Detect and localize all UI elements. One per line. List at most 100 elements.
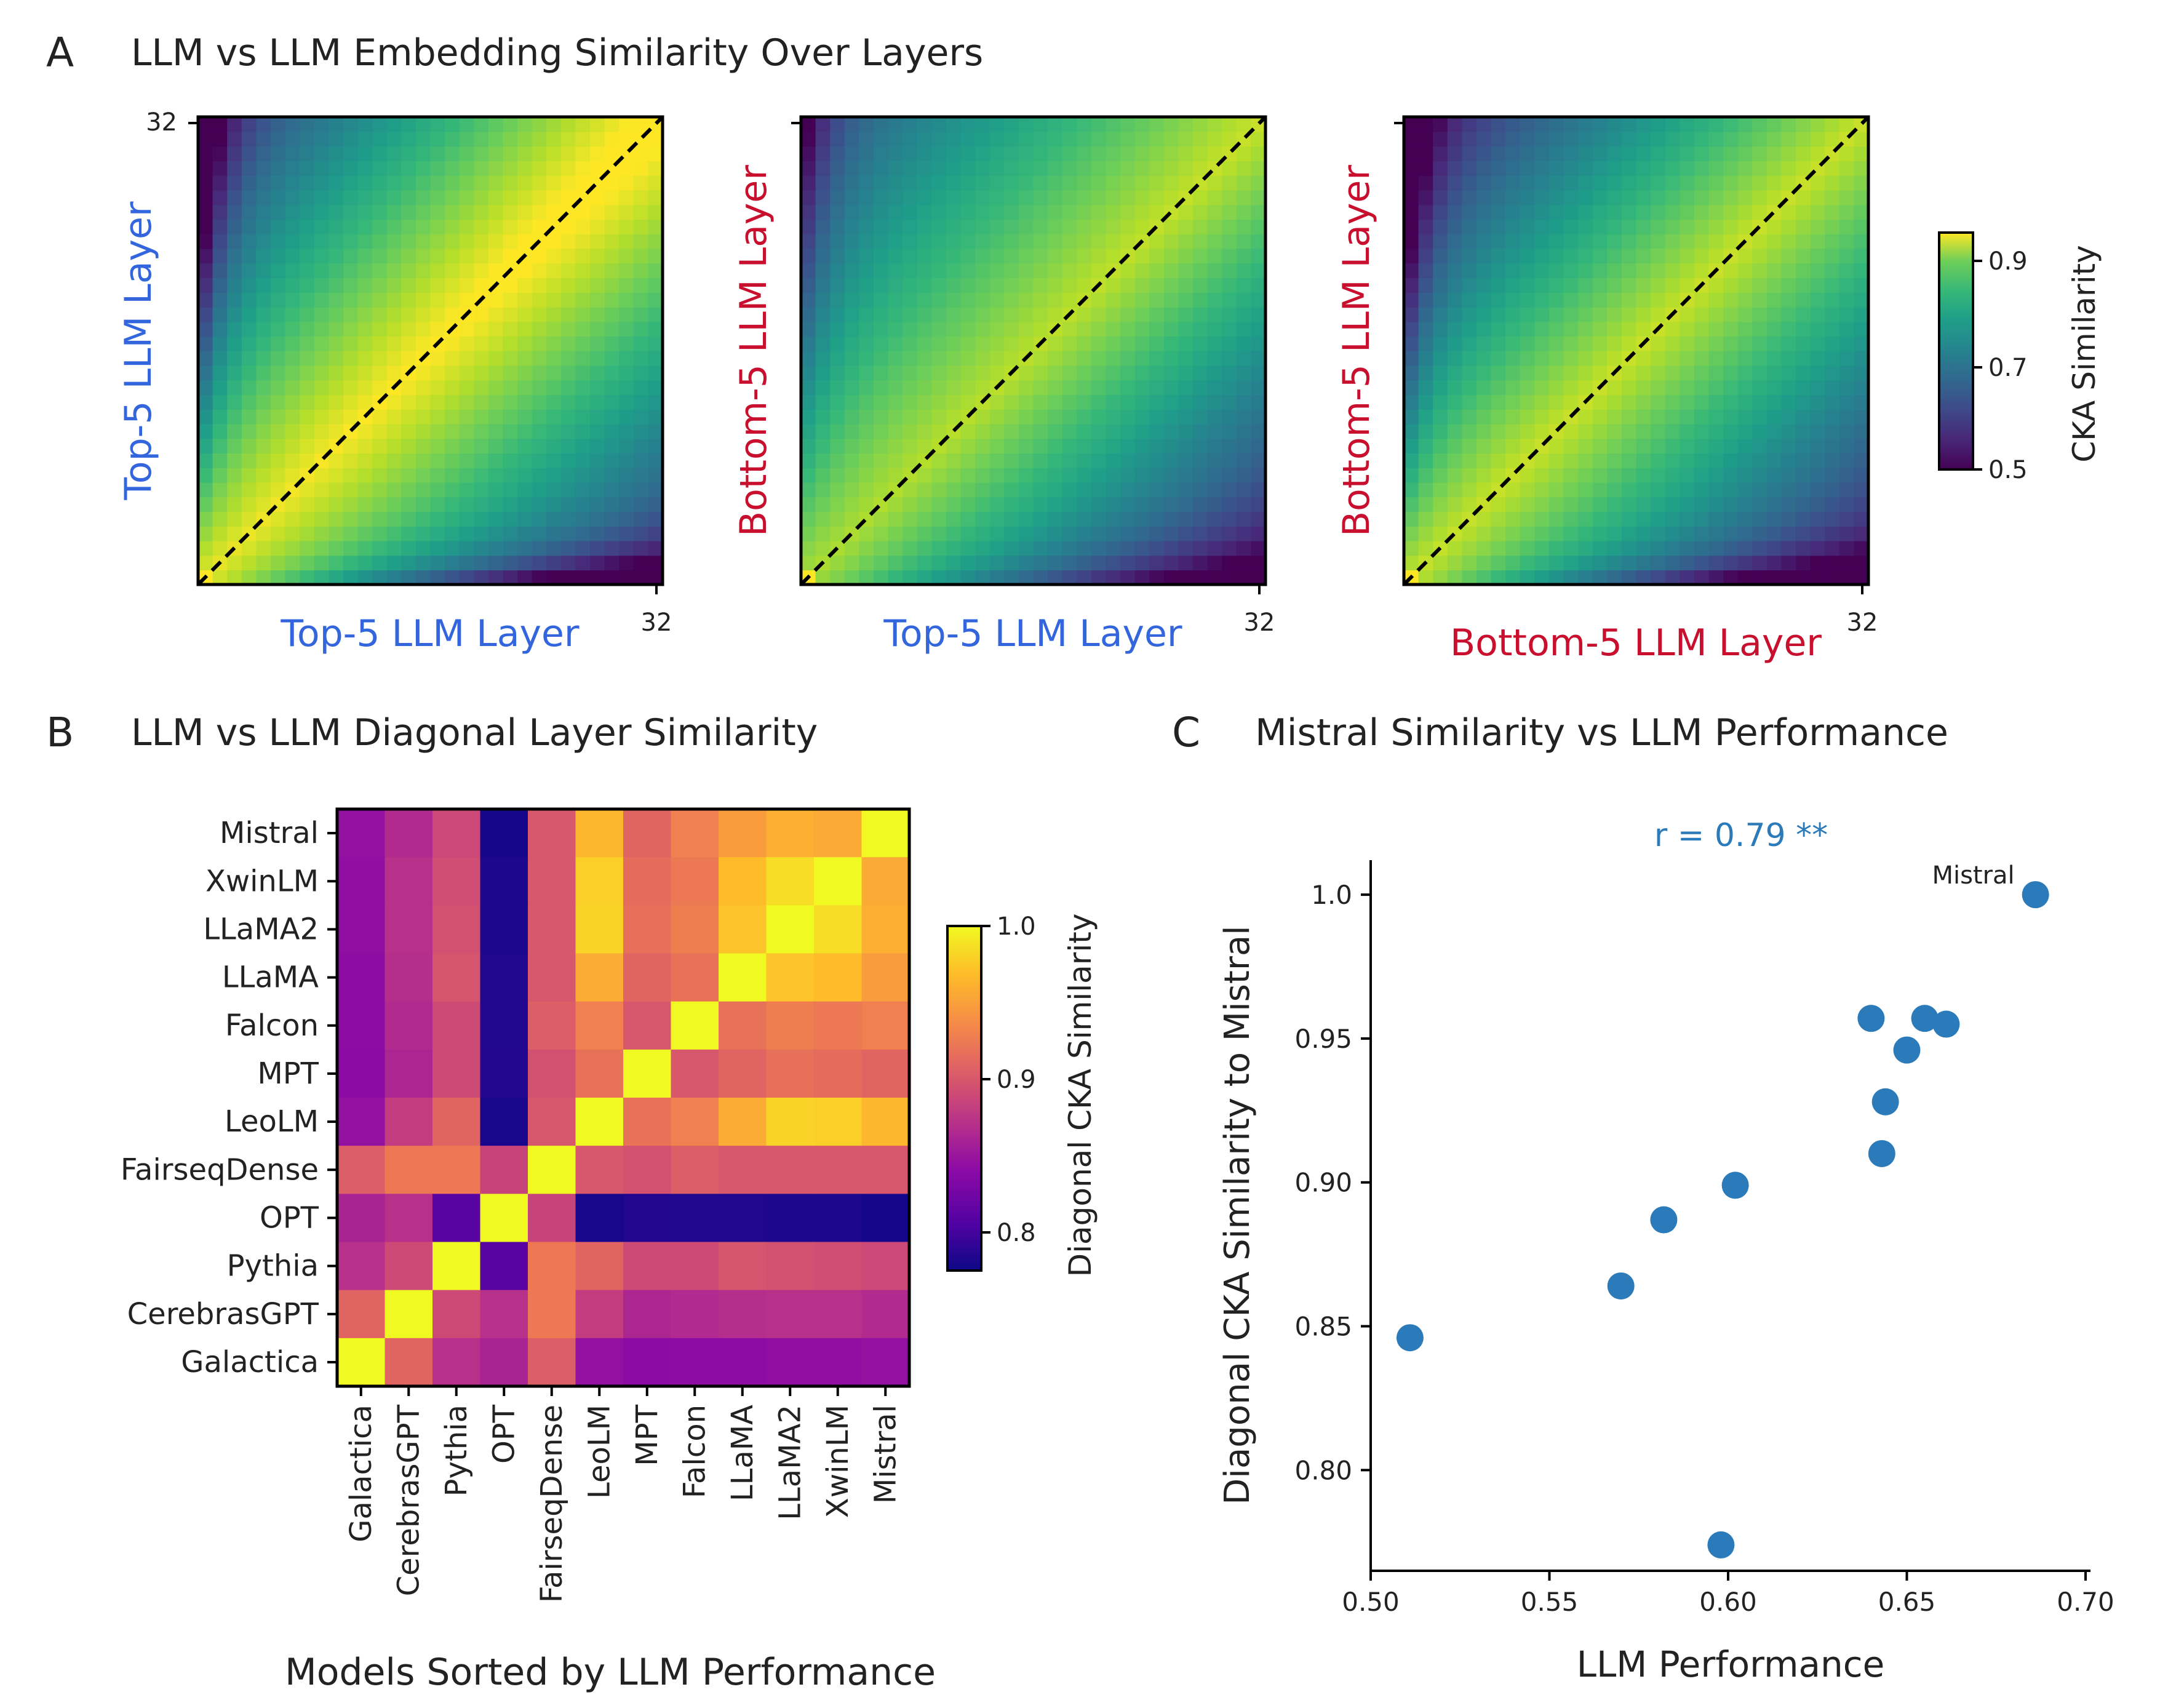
heatmap-cell	[386, 365, 402, 381]
heatmap-cell	[1796, 263, 1811, 279]
heatmap-cell	[1491, 497, 1506, 513]
heatmap-cell	[1077, 468, 1092, 483]
heatmap-cell	[1091, 540, 1107, 556]
heatmap-cell	[1178, 423, 1194, 439]
heatmap-cell	[546, 540, 562, 556]
heatmap-cell	[212, 336, 228, 351]
heatmap-cell	[1004, 453, 1019, 468]
heatmap-cell	[1091, 365, 1107, 381]
heatmap-cell	[815, 423, 831, 439]
heatmap-cell	[1178, 263, 1194, 279]
matrix-cell	[861, 1290, 910, 1339]
heatmap-cell	[1091, 468, 1107, 483]
heatmap-cell	[1222, 409, 1237, 425]
heatmap-cell	[241, 394, 257, 410]
heatmap-cell	[1607, 351, 1622, 366]
heatmap-cell	[1447, 292, 1463, 308]
heatmap-cell	[1134, 117, 1150, 132]
heatmap-cell	[1462, 306, 1477, 322]
heatmap-cell	[844, 321, 860, 337]
heatmap-cell	[415, 497, 431, 513]
heatmap-cell	[590, 555, 605, 571]
heatmap-cell	[1222, 292, 1237, 308]
heatmap-cell	[1418, 131, 1433, 147]
heatmap-cell	[1651, 190, 1666, 206]
heatmap-cell	[815, 394, 831, 410]
heatmap-cell	[1447, 409, 1463, 425]
heatmap-cell	[1491, 248, 1506, 264]
heatmap-cell	[1106, 351, 1121, 366]
heatmap-cell	[1091, 234, 1107, 249]
heatmap-cell	[989, 234, 1005, 249]
heatmap-cell	[474, 131, 489, 147]
heatmap-cell	[931, 248, 947, 264]
heatmap-cell	[1433, 394, 1448, 410]
heatmap-cell	[314, 219, 330, 234]
heatmap-cell	[888, 570, 903, 585]
heatmap-cell	[633, 219, 649, 234]
heatmap-cell	[1854, 292, 1869, 308]
heatmap-cell	[372, 336, 388, 351]
heatmap-cell	[474, 438, 489, 454]
colorbar-diagonal-gradient	[946, 925, 982, 1272]
heatmap-cell	[1251, 219, 1266, 234]
heatmap-cell	[1491, 306, 1506, 322]
heatmap-cell	[1505, 540, 1521, 556]
heatmap-cell	[604, 190, 620, 206]
heatmap-cell	[1462, 453, 1477, 468]
heatmap-cell	[1694, 409, 1710, 425]
heatmap-bottom-bottom-xtick-label: 32	[1847, 609, 1878, 637]
heatmap-cell	[1651, 555, 1666, 571]
heatmap-cell	[1752, 175, 1767, 191]
heatmap-cell	[1447, 555, 1463, 571]
heatmap-cell	[575, 161, 591, 176]
heatmap-cell	[1193, 497, 1208, 513]
heatmap-cell	[256, 555, 271, 571]
heatmap-cell	[1781, 526, 1796, 541]
heatmap-cell	[575, 570, 591, 585]
heatmap-cell	[546, 263, 562, 279]
heatmap-cell	[1766, 380, 1782, 396]
heatmap-cell	[844, 131, 860, 147]
heatmap-cell	[1534, 161, 1550, 176]
heatmap-cell	[801, 117, 816, 132]
heatmap-cell	[488, 540, 504, 556]
heatmap-cell	[212, 380, 228, 396]
matrix-cell	[385, 953, 433, 1002]
heatmap-cell	[256, 146, 271, 162]
heatmap-cell	[1723, 292, 1739, 308]
heatmap-cell	[859, 190, 874, 206]
heatmap-cell	[1178, 277, 1194, 293]
heatmap-cell	[532, 306, 548, 322]
heatmap-cell	[532, 511, 548, 527]
heatmap-cell	[1766, 351, 1782, 366]
heatmap-cell	[1520, 482, 1536, 498]
matrix-cell	[528, 1242, 576, 1291]
heatmap-cell	[1004, 409, 1019, 425]
heatmap-cell	[517, 146, 533, 162]
heatmap-cell	[1592, 234, 1608, 249]
heatmap-cell	[314, 438, 330, 454]
heatmap-cell	[815, 306, 831, 322]
heatmap-cell	[917, 540, 933, 556]
heatmap-cell	[314, 555, 330, 571]
heatmap-cell	[931, 190, 947, 206]
heatmap-cell	[1106, 423, 1121, 439]
heatmap-cell	[372, 292, 388, 308]
heatmap-cell	[343, 175, 359, 191]
heatmap-cell	[844, 423, 860, 439]
heatmap-cell	[459, 146, 475, 162]
heatmap-cell	[1491, 161, 1506, 176]
heatmap-cell	[1491, 570, 1506, 585]
heatmap-cell	[1534, 570, 1550, 585]
heatmap-cell	[212, 570, 228, 585]
heatmap-cell	[357, 175, 373, 191]
heatmap-cell	[372, 555, 388, 571]
heatmap-cell	[241, 161, 257, 176]
heatmap-cell	[1607, 321, 1622, 337]
heatmap-cell	[801, 423, 816, 439]
heatmap-cell	[517, 321, 533, 337]
heatmap-cell	[960, 570, 976, 585]
heatmap-cell	[1222, 438, 1237, 454]
heatmap-cell	[1134, 482, 1150, 498]
